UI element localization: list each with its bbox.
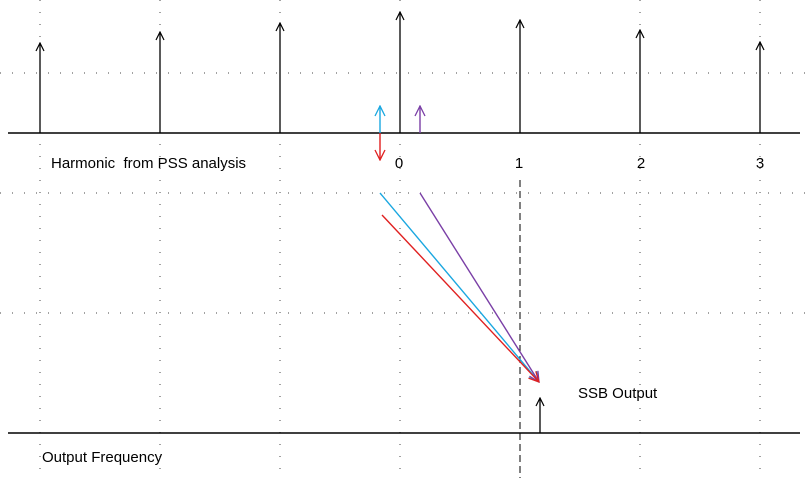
harmonic-tick-label: 1 <box>515 155 523 172</box>
harmonic-axis-label: Harmonic from PSS analysis <box>51 155 246 172</box>
harmonic-tick-label: 0 <box>395 155 403 172</box>
purple-mixing-arrow <box>419 192 539 382</box>
red-mixing-arrow <box>381 214 539 382</box>
harmonic-tick-label: 3 <box>756 155 764 172</box>
harmonic-tick-label: 2 <box>637 155 645 172</box>
harmonic-spectrum <box>40 12 760 133</box>
output-frequency-label: Output Frequency <box>42 449 163 466</box>
ssb-output-label: SSB Output <box>578 385 658 402</box>
cyan-mixing-arrow <box>379 192 539 382</box>
